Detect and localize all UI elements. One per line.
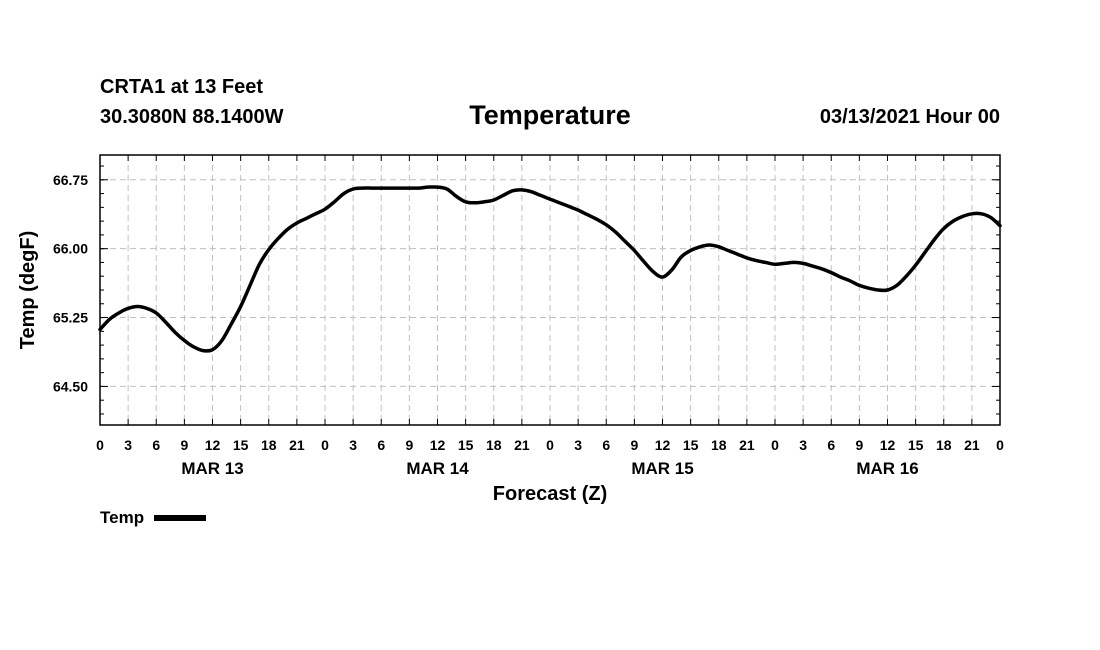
x-tick-label: 12 bbox=[655, 437, 671, 453]
legend-swatch-temp bbox=[154, 515, 207, 521]
legend: Temp bbox=[100, 508, 207, 528]
x-tick-label: 9 bbox=[180, 437, 188, 453]
x-tick-label: 21 bbox=[514, 437, 530, 453]
x-tick-label: 15 bbox=[908, 437, 924, 453]
x-tick-label: 12 bbox=[430, 437, 446, 453]
grid-layer bbox=[100, 155, 1000, 425]
series-line-temp bbox=[98, 185, 1002, 353]
x-tick-label: 15 bbox=[683, 437, 699, 453]
x-tick-label: 12 bbox=[205, 437, 221, 453]
station-name: CRTA1 at 13 Feet bbox=[100, 76, 264, 98]
x-tick-label: 0 bbox=[771, 437, 779, 453]
legend-label-temp: Temp bbox=[100, 508, 145, 527]
x-tick-label: 0 bbox=[546, 437, 554, 453]
x-tick-label: 0 bbox=[96, 437, 104, 453]
x-tick-label: 21 bbox=[964, 437, 980, 453]
forecast-run-time: 03/13/2021 Hour 00 bbox=[819, 106, 1000, 128]
x-axis-label: Forecast (Z) bbox=[493, 483, 607, 505]
x-tick-label: 0 bbox=[321, 437, 329, 453]
x-tick-label: 9 bbox=[630, 437, 638, 453]
x-tick-label: 9 bbox=[405, 437, 413, 453]
y-tick-label: 65.25 bbox=[53, 310, 88, 326]
x-tick-label: 6 bbox=[152, 437, 160, 453]
date-label: MAR 14 bbox=[406, 459, 469, 478]
x-tick-label: 6 bbox=[827, 437, 835, 453]
x-tick-label: 9 bbox=[855, 437, 863, 453]
x-tick-label: 12 bbox=[880, 437, 896, 453]
x-tick-label: 3 bbox=[799, 437, 807, 453]
x-tick-label: 6 bbox=[602, 437, 610, 453]
series-layer bbox=[98, 185, 1002, 353]
chart-title: Temperature bbox=[469, 100, 631, 130]
station-coordinates: 30.3080N 88.1400W bbox=[100, 106, 284, 128]
x-tick-label: 3 bbox=[124, 437, 132, 453]
y-tick-label: 66.75 bbox=[53, 172, 88, 188]
x-tick-label: 21 bbox=[289, 437, 305, 453]
y-axis-label: Temp (degF) bbox=[17, 231, 39, 350]
ticks-layer bbox=[99, 155, 1001, 425]
labels-layer: 0 3 6 9 12 15 18 21 0 3 6 9 12 15 18 21 0 3 6 9 12 15 18 21 0 3 6 9… bbox=[17, 172, 1004, 505]
x-tick-label: 18 bbox=[486, 437, 502, 453]
date-label: MAR 13 bbox=[181, 459, 243, 478]
x-tick-label: 18 bbox=[936, 437, 952, 453]
date-label: MAR 16 bbox=[856, 459, 918, 478]
x-tick-label: 3 bbox=[574, 437, 582, 453]
y-tick-label: 66.00 bbox=[53, 241, 88, 257]
x-tick-label: 3 bbox=[349, 437, 357, 453]
x-tick-label: 15 bbox=[458, 437, 474, 453]
x-tick-label: 21 bbox=[739, 437, 755, 453]
date-label: MAR 15 bbox=[631, 459, 693, 478]
x-tick-label: 6 bbox=[377, 437, 385, 453]
x-tick-label: 18 bbox=[711, 437, 727, 453]
x-tick-label: 18 bbox=[261, 437, 277, 453]
x-tick-label: 15 bbox=[233, 437, 249, 453]
y-tick-label: 64.50 bbox=[53, 378, 88, 394]
x-tick-label: 0 bbox=[996, 437, 1004, 453]
